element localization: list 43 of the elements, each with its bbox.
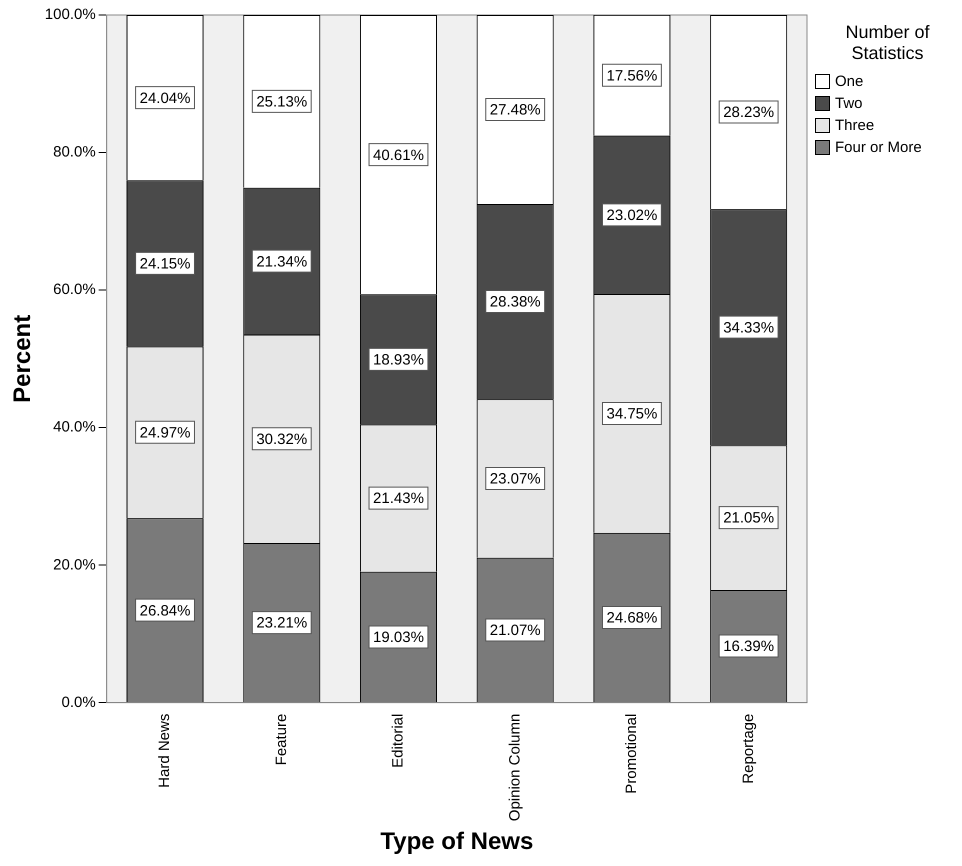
data-label: 40.61% [373,146,424,164]
x-tick-label: Opinion Column [506,714,524,822]
data-label: 28.38% [490,294,541,311]
data-label: 24.68% [606,610,658,627]
data-label: 25.13% [256,94,308,111]
data-label: 21.07% [490,622,541,640]
data-label: 28.23% [723,104,774,122]
data-label: 24.97% [140,424,190,442]
data-label: 30.32% [256,430,308,448]
x-tick-label: Hard News [156,714,174,788]
y-tick-label: 100.0% [44,6,96,24]
text: One [835,72,864,90]
data-label: 18.93% [373,351,424,368]
legend-label: Four or More [835,138,922,156]
data-label: 34.75% [606,406,658,423]
x-tick-label: Feature [272,714,290,766]
x-tick-label: Reportage [740,714,757,784]
data-label: 24.15% [140,255,190,272]
data-label: 19.03% [373,629,424,646]
y-tick-label: 80.0% [53,144,96,161]
legend-title: Number of Statistics [844,22,931,64]
data-label: 21.05% [723,510,774,527]
data-label: 21.34% [256,253,308,270]
x-axis-title: Type of News [380,828,534,856]
data-label: 17.56% [606,67,658,84]
data-label: 34.33% [723,319,774,336]
data-label: 24.04% [140,90,190,107]
data-label: 27.48% [490,102,541,119]
x-tick-label: Editorial [390,714,407,768]
text: Three [835,116,874,134]
y-tick-label: 20.0% [53,556,96,574]
legend-label: Two [835,94,863,112]
data-label: 21.43% [373,490,424,508]
data-label: 16.39% [723,638,774,656]
data-label: 23.07% [490,470,541,488]
x-tick-label: Promotional [623,714,640,794]
data-label: 23.21% [256,614,308,632]
data-label: 26.84% [140,602,190,620]
y-tick-label: 0.0% [61,694,96,711]
y-tick-label: 60.0% [53,281,96,298]
data-label: 23.02% [606,206,658,224]
y-axis-title: Percent [9,314,36,403]
y-tick-label: 40.0% [53,418,96,436]
